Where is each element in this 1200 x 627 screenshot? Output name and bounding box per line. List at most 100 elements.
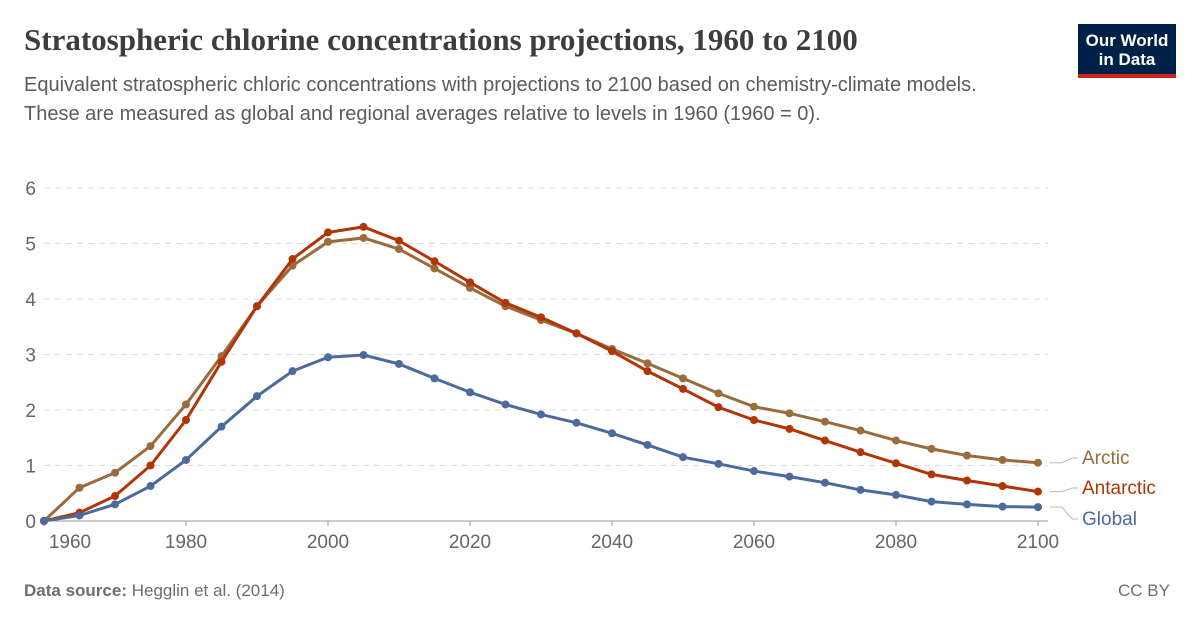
data-point[interactable] <box>395 359 403 368</box>
data-point[interactable] <box>182 400 190 409</box>
data-point[interactable] <box>182 455 190 464</box>
data-point[interactable] <box>856 426 865 435</box>
x-tick-label: 2080 <box>875 532 917 553</box>
data-point[interactable] <box>750 402 758 411</box>
data-point[interactable] <box>785 424 794 433</box>
data-point[interactable] <box>182 415 190 424</box>
data-point[interactable] <box>466 388 474 397</box>
data-point[interactable] <box>572 418 581 427</box>
data-point[interactable] <box>111 468 119 477</box>
data-point[interactable] <box>714 459 723 468</box>
data-point[interactable] <box>111 492 119 501</box>
data-point[interactable] <box>111 500 119 509</box>
x-tick-label: 2040 <box>591 532 633 553</box>
data-point[interactable] <box>146 461 155 470</box>
data-point[interactable] <box>714 403 723 412</box>
data-point[interactable] <box>856 485 865 494</box>
data-point[interactable] <box>253 302 261 311</box>
data-point[interactable] <box>40 517 48 525</box>
data-point[interactable] <box>146 482 155 491</box>
data-point[interactable] <box>466 278 474 287</box>
x-tick-label: 1980 <box>165 532 207 553</box>
data-point[interactable] <box>324 228 332 237</box>
license[interactable]: CC BY <box>1118 581 1170 600</box>
x-tick-label: 2060 <box>733 532 775 553</box>
label-connector <box>1050 457 1078 464</box>
data-point[interactable] <box>430 374 439 383</box>
data-point[interactable] <box>679 453 687 462</box>
data-point[interactable] <box>537 313 545 322</box>
data-point[interactable] <box>324 237 332 246</box>
data-point[interactable] <box>75 511 84 520</box>
data-point[interactable] <box>927 497 936 506</box>
data-point[interactable] <box>821 417 829 426</box>
data-point[interactable] <box>963 500 971 509</box>
data-point[interactable] <box>608 429 616 438</box>
data-point[interactable] <box>998 502 1007 511</box>
data-source: Data source: Hegglin et al. (2014) <box>24 581 285 601</box>
data-point[interactable] <box>679 384 687 393</box>
logo-text: Our World in Data <box>1085 31 1169 69</box>
label-connector <box>1050 487 1078 493</box>
series-label[interactable]: Arctic <box>1082 448 1130 469</box>
y-tick-label: 4 <box>25 290 36 311</box>
y-tick-label: 1 <box>25 457 36 478</box>
data-point[interactable] <box>217 422 226 431</box>
data-point[interactable] <box>963 476 971 485</box>
data-point[interactable] <box>217 357 226 366</box>
series-label[interactable]: Global <box>1082 509 1137 530</box>
data-point[interactable] <box>288 255 297 264</box>
data-point[interactable] <box>927 470 936 479</box>
data-point[interactable] <box>750 415 758 424</box>
data-point[interactable] <box>537 410 545 419</box>
data-point[interactable] <box>608 347 616 356</box>
data-point[interactable] <box>998 482 1007 491</box>
data-point[interactable] <box>892 490 900 499</box>
series-antarctic: Antarctic <box>40 222 1156 525</box>
x-tick-label: 2020 <box>449 532 491 553</box>
data-point[interactable] <box>359 351 368 360</box>
data-point[interactable] <box>1034 487 1042 496</box>
series-label[interactable]: Antarctic <box>1082 478 1156 499</box>
data-point[interactable] <box>821 478 829 487</box>
data-point[interactable] <box>466 283 474 292</box>
x-tick-label: 1960 <box>49 532 91 553</box>
data-point[interactable] <box>821 436 829 445</box>
data-point[interactable] <box>430 257 439 266</box>
data-point[interactable] <box>643 440 652 449</box>
data-point[interactable] <box>998 455 1007 464</box>
data-point[interactable] <box>395 245 403 254</box>
y-tick-label: 0 <box>25 512 36 533</box>
data-point[interactable] <box>643 359 652 368</box>
data-point[interactable] <box>430 264 439 273</box>
data-point[interactable] <box>572 329 581 338</box>
data-point[interactable] <box>927 444 936 453</box>
data-point[interactable] <box>359 233 368 242</box>
data-point[interactable] <box>253 392 261 401</box>
data-point[interactable] <box>750 467 758 476</box>
source-label: Data source: <box>24 581 127 600</box>
data-point[interactable] <box>785 472 794 481</box>
data-point[interactable] <box>643 367 652 376</box>
data-point[interactable] <box>714 389 723 398</box>
data-point[interactable] <box>146 442 155 451</box>
data-point[interactable] <box>892 459 900 468</box>
data-point[interactable] <box>395 236 403 245</box>
data-point[interactable] <box>1034 503 1042 512</box>
y-tick-label: 3 <box>25 346 36 367</box>
data-point[interactable] <box>856 448 865 457</box>
data-point[interactable] <box>892 436 900 445</box>
data-point[interactable] <box>288 367 297 376</box>
data-point[interactable] <box>324 353 332 362</box>
data-point[interactable] <box>785 409 794 418</box>
data-point[interactable] <box>1034 458 1042 467</box>
data-point[interactable] <box>501 400 510 409</box>
data-point[interactable] <box>501 298 510 307</box>
data-point[interactable] <box>963 451 971 460</box>
data-point[interactable] <box>679 374 687 383</box>
data-point[interactable] <box>359 222 368 231</box>
series-line <box>43 225 1039 523</box>
owid-logo[interactable]: Our World in Data <box>1078 24 1176 78</box>
data-point[interactable] <box>75 483 84 492</box>
